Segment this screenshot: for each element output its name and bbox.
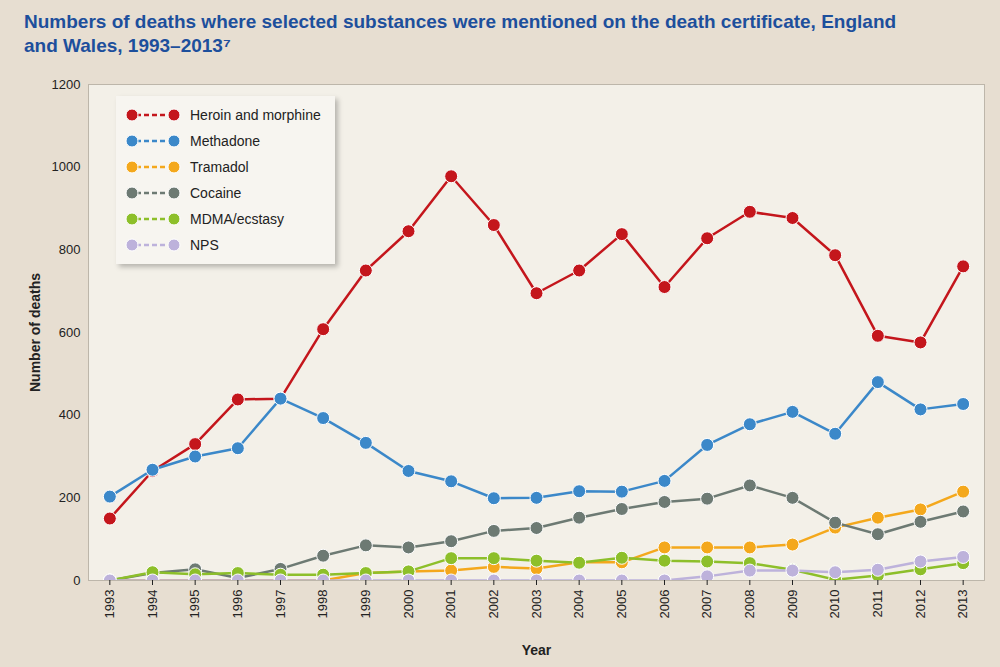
svg-text:Number of deaths: Number of deaths bbox=[27, 273, 43, 392]
svg-text:Year: Year bbox=[522, 642, 552, 658]
html-text:Heroin and morphine: Heroin and morphine bbox=[190, 107, 321, 123]
html-text:Tramadol: Tramadol bbox=[190, 159, 249, 175]
svg-text:1998: 1998 bbox=[315, 590, 330, 619]
svg-text:1997: 1997 bbox=[273, 590, 288, 619]
svg-text:0: 0 bbox=[73, 573, 80, 588]
html-text:Methadone: Methadone bbox=[190, 133, 261, 149]
svg-text:2010: 2010 bbox=[827, 590, 842, 619]
html-text:NPS: NPS bbox=[190, 237, 219, 253]
html-text:Cocaine: Cocaine bbox=[190, 185, 242, 201]
svg-text:1995: 1995 bbox=[187, 590, 202, 619]
svg-text:1000: 1000 bbox=[52, 159, 81, 174]
svg-text:800: 800 bbox=[59, 242, 81, 257]
svg-text:2008: 2008 bbox=[742, 590, 757, 619]
svg-text:2012: 2012 bbox=[913, 590, 928, 619]
svg-text:2006: 2006 bbox=[657, 590, 672, 619]
svg-text:2009: 2009 bbox=[785, 590, 800, 619]
svg-text:200: 200 bbox=[59, 490, 81, 505]
svg-text:2005: 2005 bbox=[614, 590, 629, 619]
svg-text:1996: 1996 bbox=[230, 590, 245, 619]
svg-text:2004: 2004 bbox=[571, 590, 586, 619]
svg-text:2013: 2013 bbox=[955, 590, 970, 619]
svg-text:2001: 2001 bbox=[443, 590, 458, 619]
html-text:Numbers of deaths where select: Numbers of deaths where selected substan… bbox=[24, 11, 897, 56]
svg-text:2007: 2007 bbox=[699, 590, 714, 619]
svg-text:400: 400 bbox=[59, 407, 81, 422]
svg-text:1999: 1999 bbox=[358, 590, 373, 619]
svg-text:2011: 2011 bbox=[870, 590, 885, 618]
html-text:MDMA/ecstasy: MDMA/ecstasy bbox=[190, 211, 285, 227]
svg-text:1200: 1200 bbox=[52, 77, 81, 92]
svg-text:2002: 2002 bbox=[486, 590, 501, 619]
svg-text:1993: 1993 bbox=[102, 590, 117, 619]
svg-text:600: 600 bbox=[59, 325, 81, 340]
svg-text:2003: 2003 bbox=[529, 590, 544, 619]
svg-text:1994: 1994 bbox=[145, 590, 160, 619]
svg-text:2000: 2000 bbox=[401, 590, 416, 619]
